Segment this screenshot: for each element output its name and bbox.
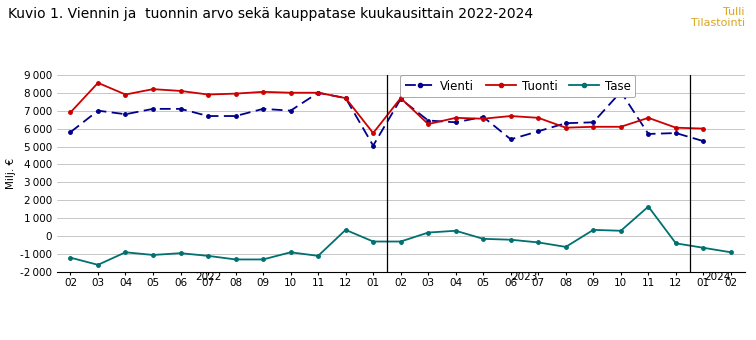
Text: 2024: 2024 bbox=[704, 272, 730, 282]
Text: Kuvio 1. Viennin ja  tuonnin arvo sekä kauppatase kuukausittain 2022-2024: Kuvio 1. Viennin ja tuonnin arvo sekä ka… bbox=[8, 7, 533, 21]
Y-axis label: Milj. €: Milj. € bbox=[6, 158, 16, 189]
Text: Tulli
Tilastointi: Tulli Tilastointi bbox=[690, 7, 745, 29]
Legend: Vienti, Tuonti, Tase: Vienti, Tuonti, Tase bbox=[400, 75, 635, 97]
Text: 2022: 2022 bbox=[195, 272, 222, 282]
Text: 2023: 2023 bbox=[511, 272, 538, 282]
